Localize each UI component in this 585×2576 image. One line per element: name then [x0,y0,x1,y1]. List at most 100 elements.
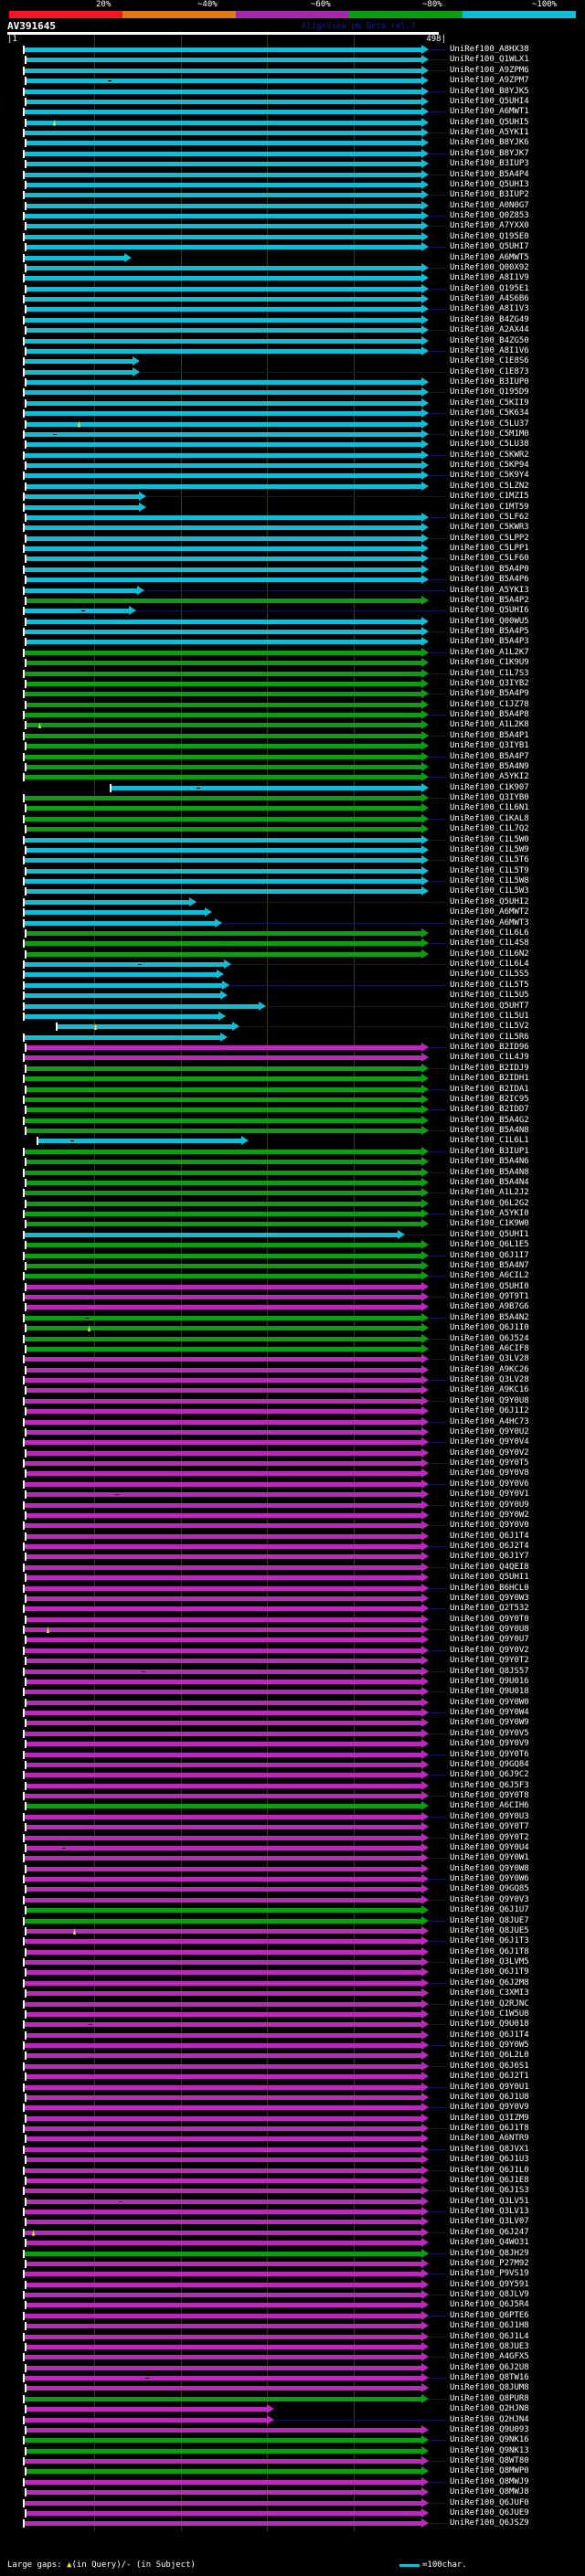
hit-label[interactable]: UniRef100_Q9Y0W8 [450,1863,529,1873]
hit-label[interactable]: UniRef100_C5KWR2 [450,450,529,460]
hit-label[interactable]: UniRef100_Q9Y0U3 [450,1811,529,1821]
table-row[interactable]: UniRef100_Q6J1T8 [0,2124,585,2134]
hit-label[interactable]: UniRef100_C1L5V2 [450,1022,529,1032]
hit-label[interactable]: UniRef100_Q0Z853 [450,211,529,220]
table-row[interactable]: UniRef100_Q9Y0T7 [0,1822,585,1832]
table-row[interactable]: UniRef100_C1L5W8 [0,876,585,886]
alignment-bar[interactable] [25,2105,421,2111]
alignment-bar[interactable] [27,2386,421,2391]
hit-label[interactable]: UniRef100_B5A4G2 [450,1115,529,1125]
table-row[interactable]: UniRef100_Q2HJN8 [0,2404,585,2414]
hit-label[interactable]: UniRef100_Q6J1T8 [450,2124,529,2133]
table-row[interactable]: UniRef100_Q8MWJ8 [0,2487,585,2497]
table-row[interactable]: UniRef100_Q6J2T4 [0,1542,585,1552]
alignment-bar[interactable] [25,1564,421,1570]
hit-label[interactable]: UniRef100_Q3LVM5 [450,1957,529,1966]
alignment-bar[interactable] [27,1409,421,1415]
table-row[interactable]: UniRef100_Q5UHI1 [0,1573,585,1583]
alignment-bar[interactable] [25,1357,421,1362]
alignment-bar[interactable] [27,58,421,63]
table-row[interactable]: UniRef100_Q9GQ84 [0,1759,585,1770]
alignment-bar[interactable] [25,837,421,843]
table-row[interactable]: UniRef100_Q9Y0V5 [0,1728,585,1739]
hit-label[interactable]: UniRef100_Q9Y0U8 [450,1625,529,1634]
hit-label[interactable]: UniRef100_A8I1V3 [450,304,529,314]
alignment-bar[interactable] [27,578,421,583]
alignment-bar[interactable] [25,1481,421,1487]
table-row[interactable]: UniRef100_C5K634 [0,408,585,419]
alignment-bar[interactable] [27,483,421,489]
alignment-bar[interactable] [27,847,421,853]
table-row[interactable]: UniRef100_Q8MWP0 [0,2466,585,2476]
alignment-bar[interactable] [25,2396,421,2401]
hit-label[interactable]: UniRef100_Q9Y0V9 [450,1739,529,1749]
table-row[interactable]: UniRef100_Q9Y0V2 [0,1645,585,1656]
table-row[interactable]: UniRef100_Q195D9 [0,387,585,398]
table-row[interactable]: UniRef100_C5LF60 [0,554,585,564]
hit-label[interactable]: UniRef100_A2AX44 [450,325,529,335]
hit-label[interactable]: UniRef100_C1L5W8 [450,876,529,885]
hit-label[interactable]: UniRef100_C1MZI5 [450,492,529,502]
table-row[interactable]: UniRef100_Q2T532 [0,1604,585,1614]
table-row[interactable]: UniRef100_B5A4P9 [0,689,585,699]
hit-label[interactable]: UniRef100_Q9U016 [450,1676,529,1686]
table-row[interactable]: UniRef100_C1W5U8 [0,2009,585,2019]
alignment-bar[interactable] [27,1284,421,1289]
table-row[interactable]: UniRef100_Q5UHI6 [0,606,585,616]
hit-label[interactable]: UniRef100_Q8JH29 [450,2248,529,2258]
alignment-bar[interactable] [25,390,421,396]
alignment-bar[interactable] [27,442,421,448]
alignment-bar[interactable] [27,99,421,104]
hit-label[interactable]: UniRef100_B5A4P2 [450,595,529,605]
alignment-bar[interactable] [27,681,421,686]
alignment-bar[interactable] [25,2126,421,2131]
hit-label[interactable]: UniRef100_C1L5W0 [450,834,529,844]
alignment-bar[interactable] [27,2074,421,2080]
table-row[interactable]: UniRef100_Q9Y0U4 [0,1842,585,1853]
alignment-bar[interactable] [25,1274,421,1279]
alignment-bar[interactable] [27,2178,421,2183]
alignment-bar[interactable] [27,1928,421,1934]
hit-label[interactable]: UniRef100_A9B7G6 [450,1302,529,1312]
alignment-bar[interactable] [25,255,124,260]
hit-label[interactable]: UniRef100_Q9Y0V0 [450,1521,529,1531]
alignment-bar[interactable] [25,2084,421,2090]
table-row[interactable]: UniRef100_Q9Y0U8 [0,1395,585,1406]
hit-label[interactable]: UniRef100_B5A4N2 [450,1312,529,1322]
table-row[interactable]: UniRef100_C1L5T6 [0,855,585,865]
hit-label[interactable]: UniRef100_Q9Y0V9 [450,2103,529,2113]
hit-label[interactable]: UniRef100_B5A4P4 [450,169,529,179]
alignment-bar[interactable] [27,286,421,292]
alignment-bar[interactable] [25,151,421,156]
hit-label[interactable]: UniRef100_Q6L2G2 [450,1198,529,1208]
hit-label[interactable]: UniRef100_C1L5R6 [450,1032,529,1042]
hit-label[interactable]: UniRef100_Q6JUF0 [450,2497,529,2507]
hit-label[interactable]: UniRef100_Q5UHT7 [450,1001,529,1011]
hit-label[interactable]: UniRef100_A9ZPM6 [450,65,529,75]
alignment-bar[interactable] [58,1024,232,1030]
hit-label[interactable]: UniRef100_Q9Y0W1 [450,1853,529,1863]
alignment-bar[interactable] [25,1336,421,1341]
hit-label[interactable]: UniRef100_A9KC16 [450,1385,529,1395]
hit-label[interactable]: UniRef100_Q8JUE3 [450,2341,529,2351]
alignment-bar[interactable] [25,1835,421,1840]
alignment-bar[interactable] [27,2094,421,2100]
hit-label[interactable]: UniRef100_C5K9Y4 [450,471,529,481]
table-row[interactable]: UniRef100_Q9Y0V9 [0,2103,585,2113]
alignment-bar[interactable] [27,400,421,406]
table-row[interactable]: UniRef100_Q9Y0U7 [0,1635,585,1645]
alignment-bar[interactable] [27,1243,421,1248]
table-row[interactable]: UniRef100_Q6J1T4 [0,2030,585,2041]
hit-label[interactable]: UniRef100_Q5UHI0 [450,1281,529,1291]
alignment-bar[interactable] [27,2220,421,2225]
hit-label[interactable]: UniRef100_A4S6B6 [450,294,529,303]
alignment-bar[interactable] [27,2448,421,2454]
table-row[interactable]: UniRef100_Q1WLX1 [0,55,585,65]
alignment-bar[interactable] [25,1794,421,1798]
table-row[interactable]: UniRef100_Q9Y0V8 [0,1468,585,1479]
hit-label[interactable]: UniRef100_B6HCL0 [450,1583,529,1593]
hit-label[interactable]: UniRef100_Q2HJN8 [450,2404,529,2414]
hit-label[interactable]: UniRef100_A5YKI3 [450,585,529,595]
table-row[interactable]: UniRef100_Q8MWJ9 [0,2476,585,2487]
table-row[interactable]: UniRef100_B5A4P5 [0,627,585,637]
